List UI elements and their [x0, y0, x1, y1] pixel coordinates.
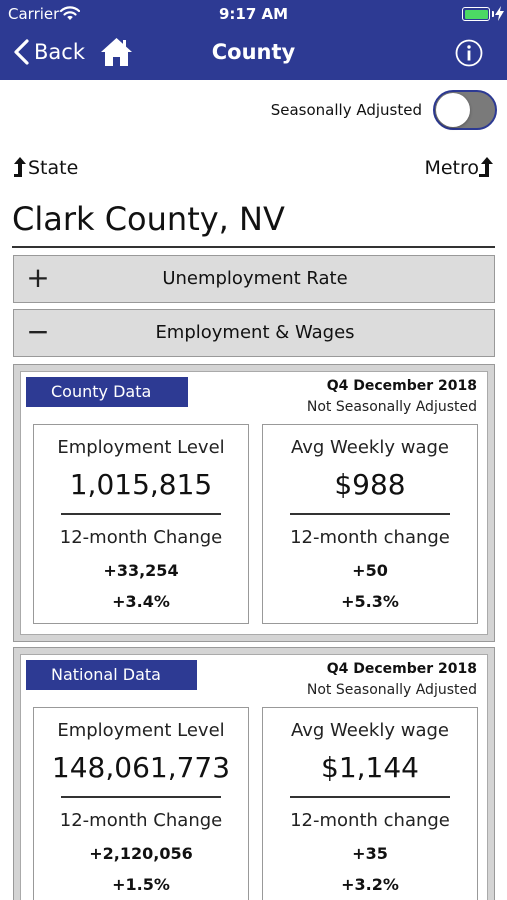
panel-badge: National Data: [26, 660, 197, 690]
info-icon[interactable]: [455, 39, 483, 67]
toggle-knob: [436, 93, 470, 127]
change-absolute: +33,254: [103, 561, 179, 580]
home-icon[interactable]: [100, 37, 133, 67]
card-title: Employment Level: [57, 437, 225, 458]
change-absolute: +50: [352, 561, 388, 580]
card-divider: [290, 796, 450, 798]
adjustment-label: Not Seasonally Adjusted: [306, 399, 477, 415]
adjustment-label: Not Seasonally Adjusted: [306, 682, 477, 698]
card-value: 1,015,815: [69, 468, 213, 501]
accordion-title: Unemployment Rate: [162, 268, 348, 289]
change-label: 12-month Change: [59, 810, 223, 831]
back-button[interactable]: Back: [12, 34, 85, 70]
panel-body: National Data Q4 December 2018 Not Seaso…: [20, 654, 488, 900]
accordion-employment-wages[interactable]: − Employment & Wages: [13, 309, 495, 357]
change-label: 12-month change: [290, 810, 450, 831]
bolt-icon: [495, 6, 504, 21]
card-divider: [290, 513, 450, 515]
card-divider: [61, 796, 221, 798]
battery-cap: [492, 11, 494, 17]
avg-weekly-wage-card: Avg Weekly wage $1,144 12-month change +…: [262, 707, 478, 900]
title-divider: [12, 246, 495, 248]
app-header: Carrier 9:17 AM Back County: [0, 0, 507, 80]
seasonally-adjusted-toggle[interactable]: [433, 90, 497, 130]
clock: 9:17 AM: [218, 5, 289, 23]
county-data-panel: County Data Q4 December 2018 Not Seasona…: [13, 364, 495, 642]
arrow-up-icon: [479, 157, 493, 177]
national-data-panel: National Data Q4 December 2018 Not Seaso…: [13, 647, 495, 900]
accordion-unemployment-rate[interactable]: + Unemployment Rate: [13, 255, 495, 303]
arrow-up-icon: [14, 157, 26, 177]
state-link-label: State: [28, 157, 79, 179]
period-label: Q4 December 2018: [326, 661, 477, 677]
battery-level: [464, 9, 488, 19]
change-percent: +1.5%: [112, 875, 170, 894]
plus-icon: +: [26, 261, 50, 294]
minus-icon: −: [26, 315, 50, 348]
wifi-icon: [60, 6, 80, 20]
chevron-left-icon: [14, 39, 29, 65]
card-value: 148,061,773: [51, 751, 231, 784]
card-value: $988: [334, 468, 406, 501]
avg-weekly-wage-card: Avg Weekly wage $988 12-month change +50…: [262, 424, 478, 624]
accordion-title: Employment & Wages: [155, 322, 355, 343]
navigate-down-metro-button[interactable]: Metro: [424, 155, 495, 179]
change-label: 12-month change: [290, 527, 450, 548]
carrier-label: Carrier: [8, 5, 60, 23]
change-percent: +3.2%: [341, 875, 399, 894]
change-label: 12-month Change: [59, 527, 223, 548]
change-percent: +5.3%: [341, 592, 399, 611]
navigate-up-state-button[interactable]: State: [12, 155, 78, 179]
change-absolute: +35: [352, 844, 388, 863]
employment-level-card: Employment Level 1,015,815 12-month Chan…: [33, 424, 249, 624]
employment-level-card: Employment Level 148,061,773 12-month Ch…: [33, 707, 249, 900]
page-title: County: [211, 40, 296, 64]
change-absolute: +2,120,056: [89, 844, 193, 863]
panel-body: County Data Q4 December 2018 Not Seasona…: [20, 371, 488, 635]
card-title: Avg Weekly wage: [290, 720, 449, 741]
card-divider: [61, 513, 221, 515]
seasonally-adjusted-label: Seasonally Adjusted: [270, 101, 422, 119]
panel-badge: County Data: [26, 377, 188, 407]
card-value: $1,144: [321, 751, 419, 784]
card-title: Avg Weekly wage: [290, 437, 449, 458]
back-label: Back: [34, 40, 85, 64]
card-title: Employment Level: [57, 720, 225, 741]
metro-link-label: Metro: [424, 157, 479, 179]
status-bar: Carrier 9:17 AM: [0, 0, 507, 28]
battery-icon: [462, 7, 490, 21]
location-title: Clark County, NV: [12, 200, 285, 238]
period-label: Q4 December 2018: [326, 378, 477, 394]
change-percent: +3.4%: [112, 592, 170, 611]
